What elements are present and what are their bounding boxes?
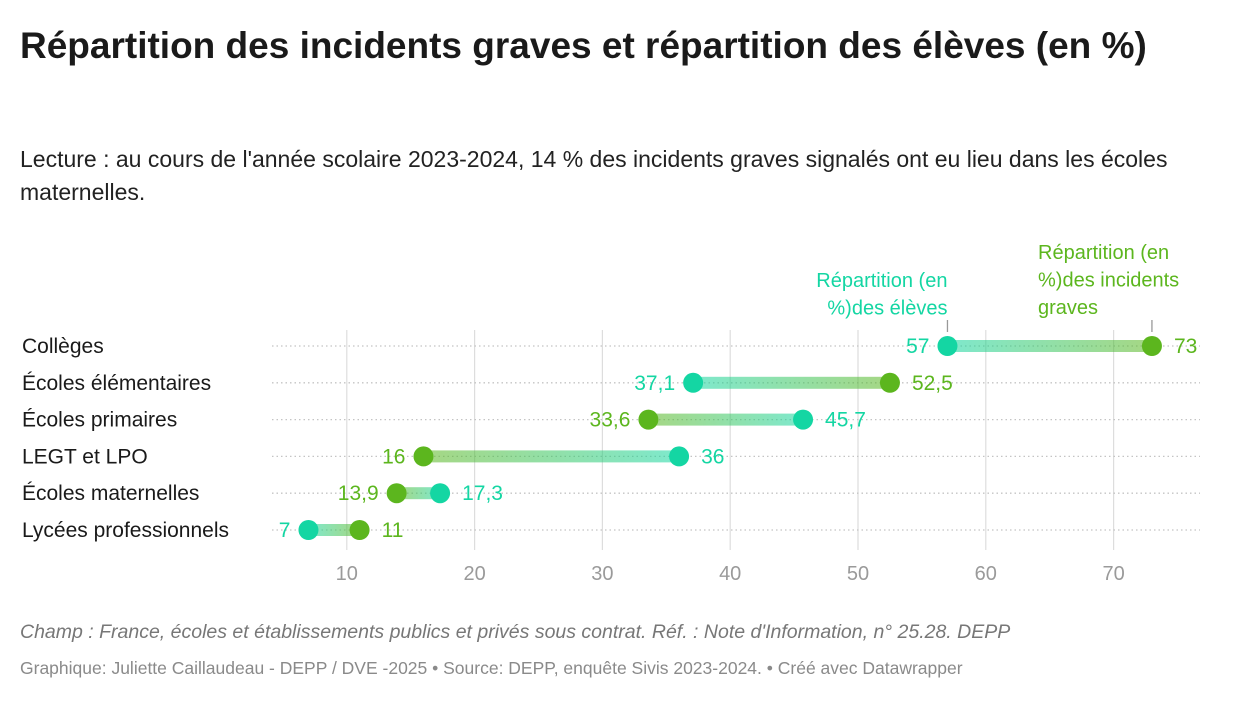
value-label-eleves: 45,7: [825, 409, 866, 432]
range-bar: [947, 340, 1152, 352]
dot-eleves: [298, 520, 319, 540]
value-label-incidents: 13,9: [338, 482, 379, 505]
category-label: Écoles maternelles: [22, 482, 199, 505]
range-bar: [648, 413, 804, 426]
dot-eleves: [430, 483, 451, 504]
x-tick-label: 60: [975, 563, 997, 585]
footer-credits: Graphique: Juliette Caillaudeau - DEPP /…: [20, 658, 963, 678]
value-label-eleves: 7: [279, 519, 291, 542]
dot-incidents: [1141, 336, 1162, 356]
category-label: Écoles primaires: [22, 409, 177, 432]
x-tick-label: 10: [336, 563, 358, 585]
dot-eleves: [793, 409, 814, 430]
value-label-eleves: 36: [701, 445, 724, 468]
value-label-eleves: 37,1: [634, 372, 675, 395]
dot-incidents: [879, 372, 900, 393]
dot-incidents: [349, 520, 370, 540]
annotation-eleves: Répartition (en: [816, 270, 947, 292]
range-bar: [423, 450, 680, 463]
x-tick-label: 40: [719, 563, 741, 585]
dot-eleves: [937, 336, 958, 356]
x-tick-label: 70: [1102, 563, 1124, 585]
range-dot-chart: 10 20 30 40 50 60 70 Collèges 57 73 Écoles élément…: [22, 242, 1200, 585]
dot-incidents: [386, 483, 407, 504]
chart-title: Répartition des incidents graves et répa…: [20, 25, 1147, 66]
footer-note: Champ : France, écoles et établissements…: [20, 621, 1011, 643]
value-label-eleves: 57: [906, 335, 929, 358]
annotation-incidents: graves: [1038, 297, 1098, 319]
value-label-eleves: 17,3: [462, 482, 503, 505]
range-bar: [693, 376, 890, 389]
annotation-incidents: %)des incidents: [1038, 270, 1179, 292]
value-label-incidents: 11: [382, 519, 404, 542]
dot-eleves: [669, 446, 690, 467]
category-label: Écoles élémentaires: [22, 372, 211, 395]
category-label: LEGT et LPO: [22, 445, 148, 468]
chart-subtitle: Lecture : au cours de l'année scolaire 2…: [20, 146, 1168, 205]
value-label-incidents: 16: [382, 445, 405, 468]
annotation-eleves: %)des élèves: [827, 298, 947, 320]
x-tick-label: 50: [847, 563, 869, 585]
category-label: Collèges: [22, 335, 104, 358]
dot-eleves: [683, 372, 704, 393]
dot-incidents: [638, 409, 659, 430]
value-label-incidents: 52,5: [912, 372, 953, 395]
category-label: Lycées professionnels: [22, 519, 229, 542]
x-tick-label: 20: [463, 563, 485, 585]
x-tick-label: 30: [591, 563, 613, 585]
dot-incidents: [413, 446, 434, 467]
value-label-incidents: 73: [1174, 335, 1197, 358]
range-bar: [308, 524, 360, 536]
range-bar: [396, 487, 441, 500]
annotation-incidents: Répartition (en: [1038, 242, 1169, 264]
value-label-incidents: 33,6: [590, 409, 631, 432]
